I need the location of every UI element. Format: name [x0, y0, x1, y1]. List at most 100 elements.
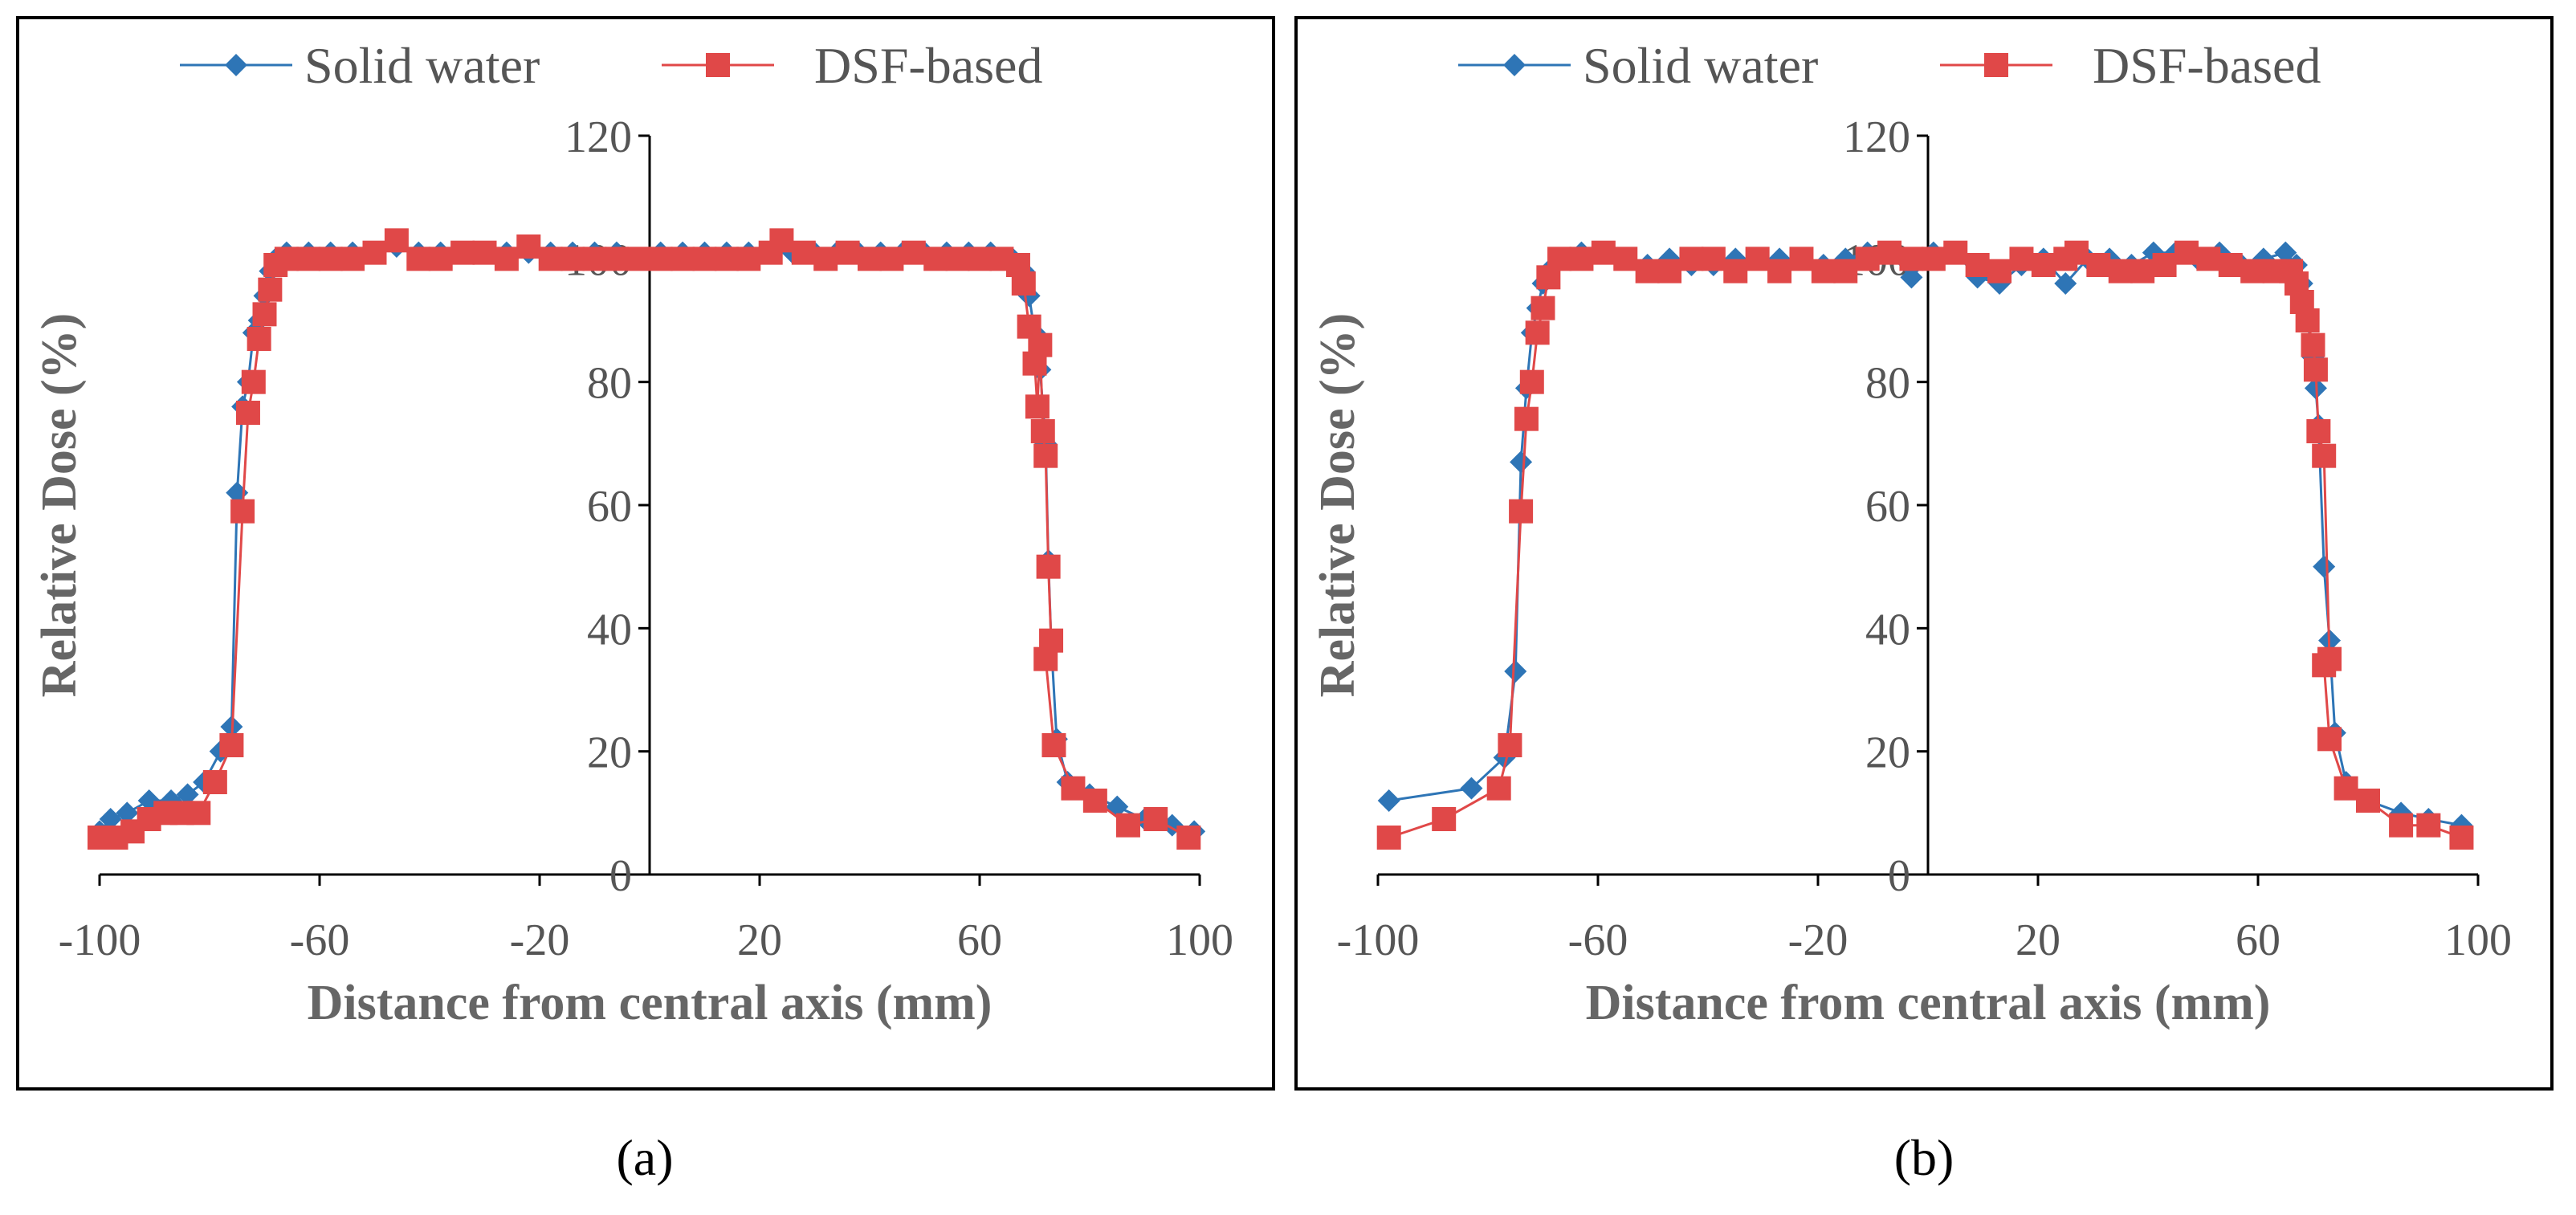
data-point-square	[1115, 813, 1140, 838]
data-point-diamond	[2274, 241, 2297, 264]
y-tick-label: 80	[1865, 359, 1910, 409]
data-point-square	[2333, 776, 2358, 801]
data-point-square	[2356, 789, 2380, 813]
data-point-square	[538, 247, 563, 271]
data-point-square	[2303, 357, 2328, 382]
data-point-square	[494, 247, 519, 271]
chart-panel-a: 020406080100120-100-60-202060100Distance…	[16, 16, 1275, 1091]
data-point-square	[1833, 259, 1858, 283]
data-point-square	[2031, 253, 2056, 277]
y-tick-label: 120	[1843, 112, 1910, 162]
data-point-square	[1025, 394, 1050, 419]
legend-label-1: DSF-based	[2093, 37, 2321, 94]
data-point-square	[1033, 646, 1058, 671]
x-tick-label: -60	[290, 915, 350, 965]
data-point-square	[670, 247, 695, 271]
data-point-square	[1082, 789, 1107, 813]
data-point-square	[219, 733, 244, 757]
data-point-square	[202, 770, 227, 794]
x-tick-label: 20	[2016, 915, 2060, 965]
data-point-square	[1723, 259, 1748, 283]
chart-a: 020406080100120-100-60-202060100Distance…	[32, 37, 1233, 1030]
data-point-square	[1855, 247, 1880, 271]
data-point-square	[1657, 259, 1682, 283]
data-point-square	[736, 247, 761, 271]
data-point-square	[1877, 240, 1902, 265]
data-point-square	[472, 240, 497, 265]
data-point-square	[1679, 247, 1704, 271]
data-point-diamond	[1510, 451, 1533, 474]
data-point-square	[791, 240, 816, 265]
data-point-square	[406, 247, 431, 271]
x-tick-label: -20	[1788, 915, 1848, 965]
data-point-square	[2312, 653, 2337, 678]
data-point-square	[1432, 807, 1457, 831]
legend-marker-square	[706, 53, 730, 77]
data-point-square	[901, 240, 926, 265]
series-markers-1	[1376, 240, 2474, 850]
data-point-square	[769, 228, 794, 253]
x-tick-label: -20	[510, 915, 570, 965]
data-point-square	[1041, 733, 1066, 757]
data-point-square	[340, 247, 365, 271]
data-point-square	[2174, 240, 2199, 265]
y-tick-label: 0	[1888, 851, 1910, 901]
data-point-square	[2306, 419, 2331, 443]
data-point-diamond	[116, 801, 139, 825]
y-tick-label: 0	[609, 851, 632, 901]
data-point-square	[582, 247, 607, 271]
legend-marker-square	[1984, 53, 2008, 77]
data-point-square	[274, 247, 299, 271]
legend-label-1: DSF-based	[814, 37, 1042, 94]
x-tick-label: 60	[957, 915, 1002, 965]
data-point-square	[692, 247, 717, 271]
data-point-square	[241, 369, 266, 394]
data-point-square	[230, 499, 255, 524]
data-point-square	[813, 247, 838, 271]
data-point-square	[1033, 443, 1058, 468]
data-point-square	[2086, 253, 2111, 277]
caption-b: (b)	[1893, 1129, 1954, 1186]
data-point-square	[1030, 419, 1055, 443]
data-point-square	[835, 240, 860, 265]
x-tick-label: 100	[1166, 915, 1233, 965]
data-point-square	[296, 247, 321, 271]
data-point-square	[1509, 499, 1534, 524]
series-line-1	[1388, 251, 2463, 839]
data-point-square	[714, 247, 739, 271]
data-point-square	[879, 247, 904, 271]
data-point-square	[1143, 807, 1168, 831]
data-point-square	[1028, 332, 1053, 357]
data-point-square	[258, 277, 283, 302]
data-point-square	[428, 247, 453, 271]
x-tick-label: 20	[737, 915, 782, 965]
data-point-square	[1943, 240, 1968, 265]
data-point-diamond	[1377, 789, 1400, 812]
data-point-square	[2449, 826, 2474, 850]
data-point-square	[450, 240, 475, 265]
data-point-square	[1921, 247, 1946, 271]
y-tick-label: 60	[587, 482, 632, 532]
data-point-square	[1899, 247, 1924, 271]
y-tick-label: 80	[587, 359, 632, 409]
y-axis-title: Relative Dose (%)	[32, 313, 87, 698]
data-point-square	[1036, 554, 1061, 579]
data-point-square	[1514, 406, 1539, 431]
data-point-square	[2301, 332, 2325, 357]
data-point-square	[1745, 247, 1770, 271]
x-axis-title: Distance from central axis (mm)	[308, 976, 992, 1030]
y-tick-label: 40	[1865, 605, 1910, 654]
data-point-diamond	[99, 808, 122, 830]
legend-label-0: Solid water	[304, 37, 540, 94]
data-point-square	[2009, 247, 2034, 271]
x-tick-label: 60	[2236, 915, 2280, 965]
data-point-square	[247, 327, 271, 351]
data-point-diamond	[2313, 555, 2336, 578]
legend-marker-diamond	[1503, 54, 1526, 76]
series-markers-1	[88, 228, 1201, 850]
data-point-square	[1376, 826, 1401, 850]
data-point-square	[1176, 826, 1201, 850]
data-point-square	[1701, 247, 1726, 271]
chart-panel-b: 020406080100120-100-60-202060100Distance…	[1294, 16, 2554, 1091]
data-point-square	[2196, 247, 2221, 271]
